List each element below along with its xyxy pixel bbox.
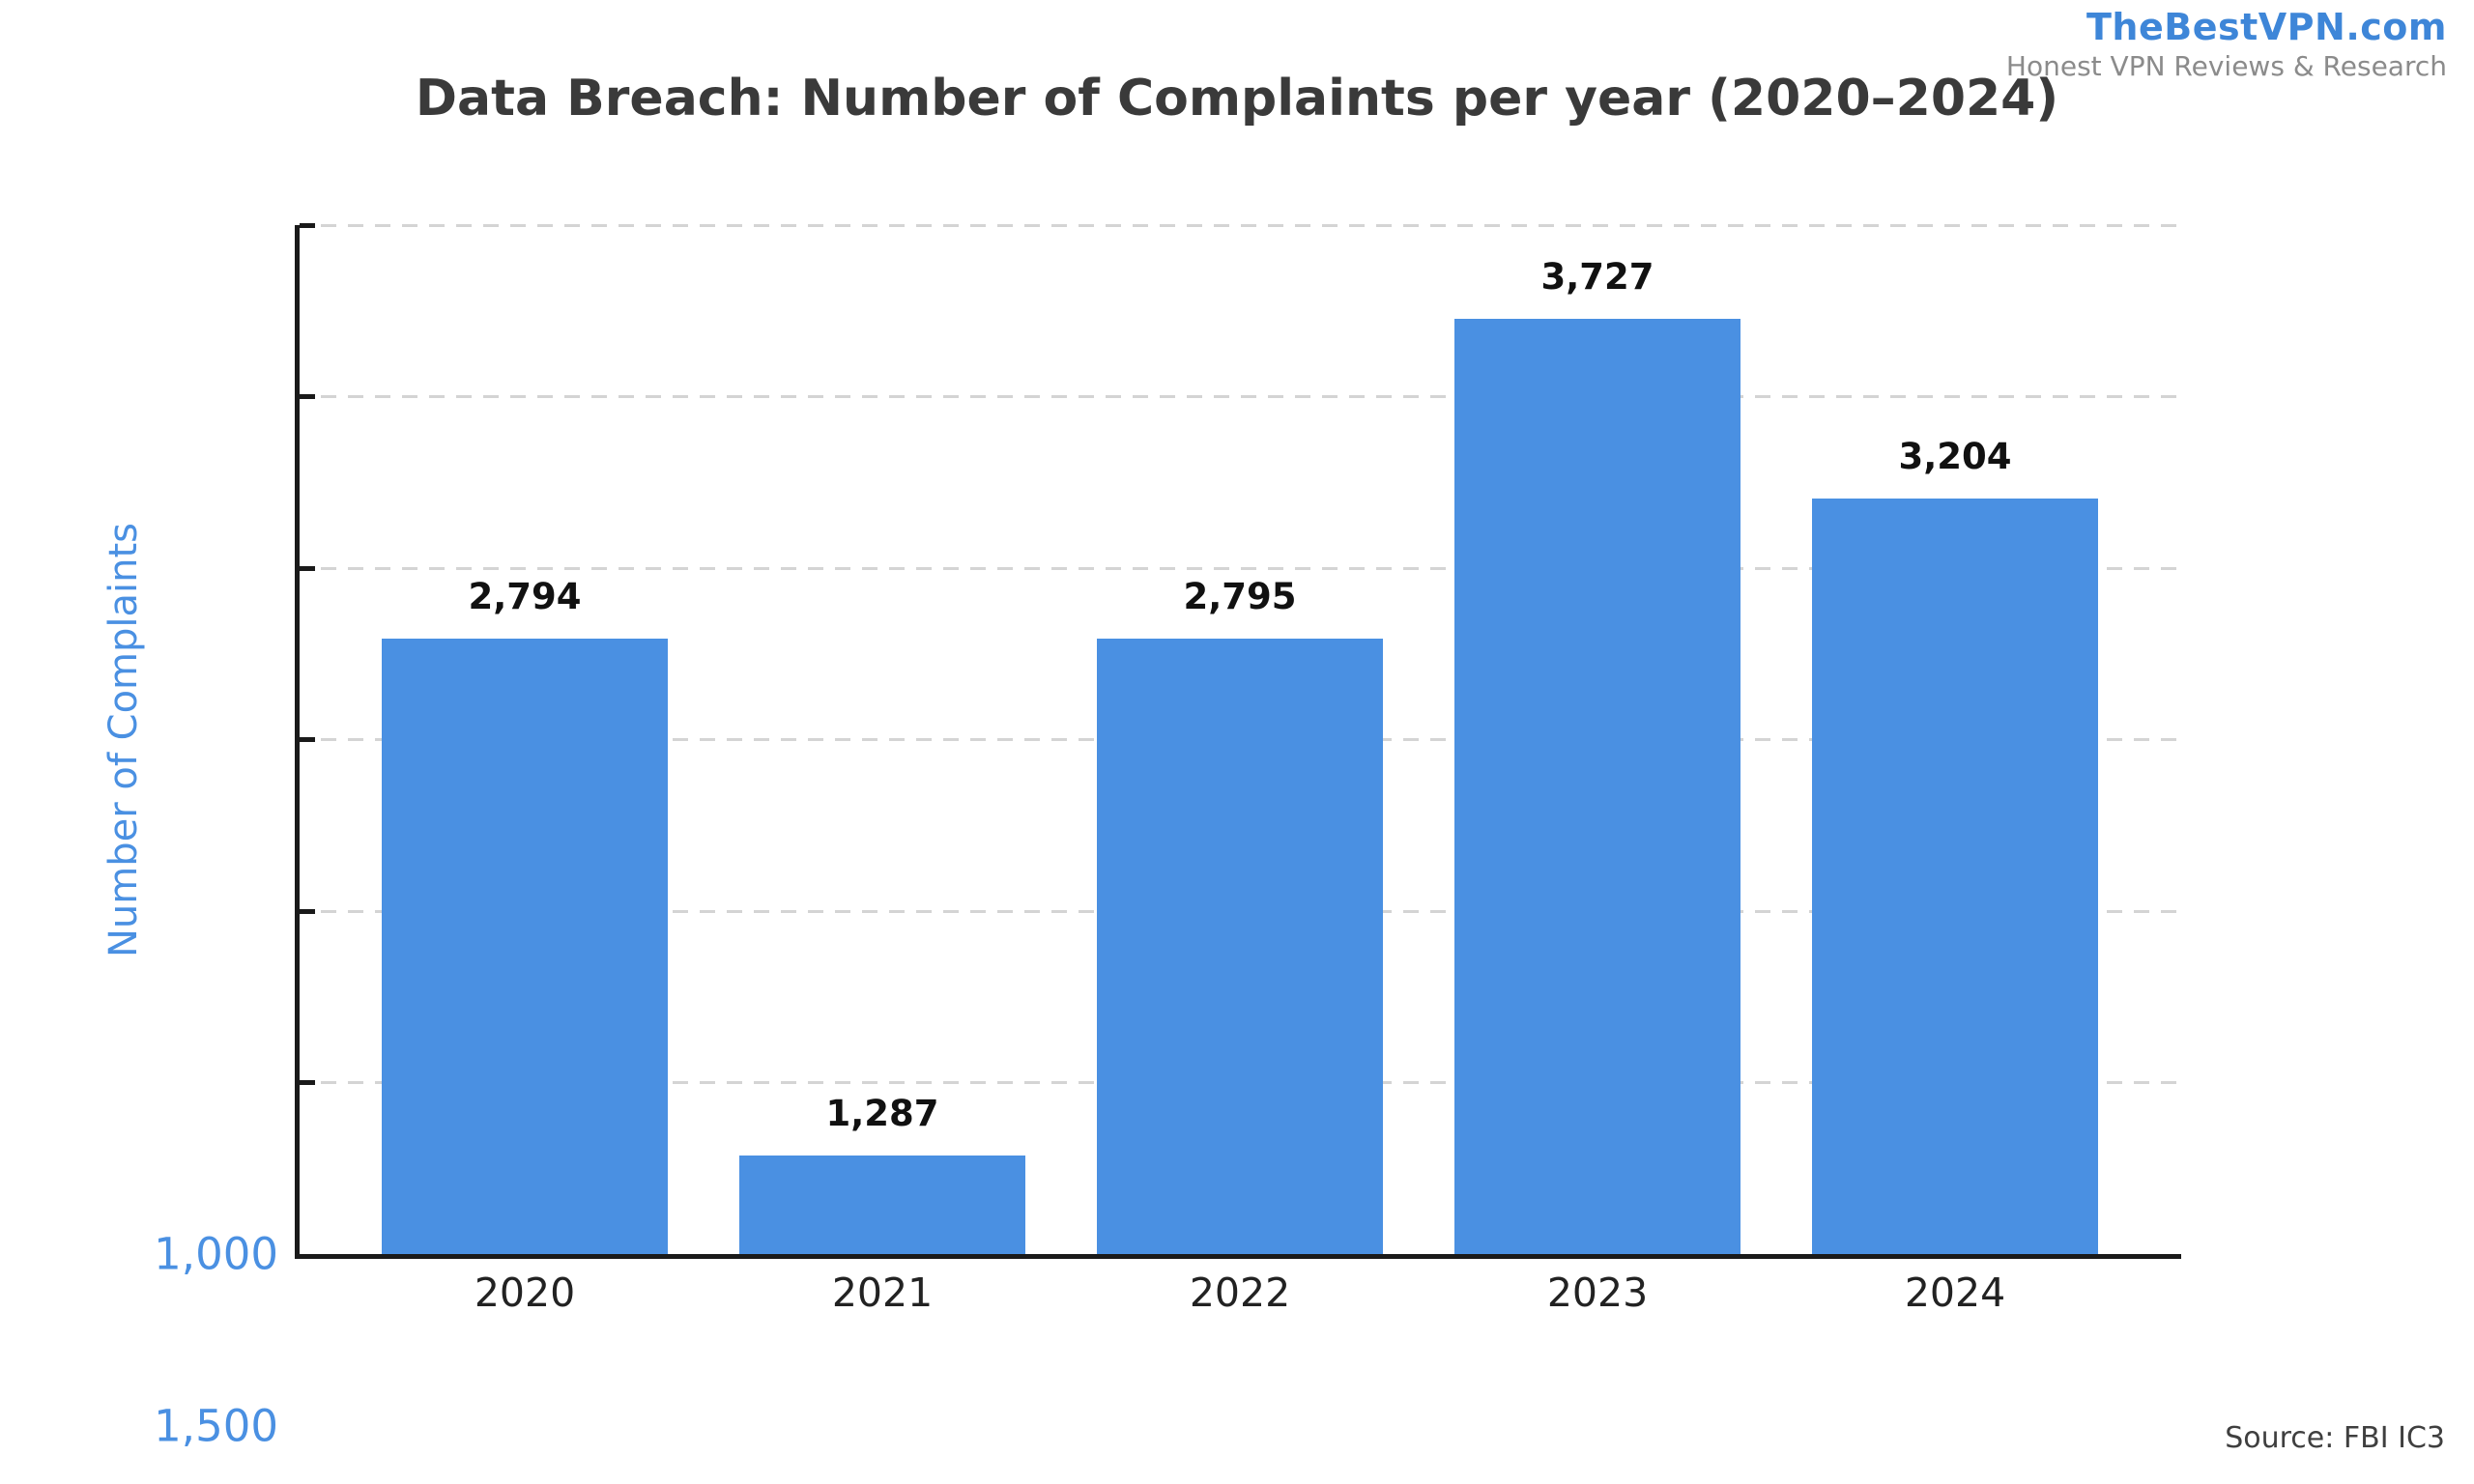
y-tick-mark (300, 1080, 315, 1085)
bar-2024 (1812, 498, 2098, 1254)
bar-2021 (739, 1156, 1025, 1254)
y-axis-label: Number of Complaints (101, 522, 146, 958)
x-tick-label-2022: 2022 (1189, 1270, 1291, 1316)
y-tick-mark (300, 222, 315, 228)
gridline-4,000 (321, 223, 2181, 227)
bar-2020 (382, 639, 668, 1254)
bar-value-label-2020: 2,794 (468, 576, 582, 618)
x-tick-label-2023: 2023 (1546, 1270, 1649, 1316)
y-tick-label: 1,500 (154, 1400, 278, 1451)
source-note: Source: FBI IC3 (2225, 1421, 2445, 1455)
gridline-3,500 (321, 395, 2181, 398)
y-tick-mark (300, 737, 315, 742)
y-tick-label: 1,000 (154, 1228, 278, 1280)
brand-logo-text: TheBestVPN.com (2086, 6, 2447, 48)
bar-2022 (1097, 638, 1383, 1254)
gridline-3,000 (321, 566, 2181, 570)
brand-tagline: Honest VPN Reviews & Research (2005, 49, 2447, 82)
brand-block: TheBestVPN.com Honest VPN Reviews & Rese… (2005, 6, 2447, 82)
y-tick-mark (300, 908, 315, 914)
bar-value-label-2021: 1,287 (825, 1093, 939, 1135)
chart-title: Data Breach: Number of Complaints per ye… (415, 70, 2059, 128)
y-tick-mark (300, 565, 315, 571)
bar-value-label-2024: 3,204 (1898, 435, 2012, 477)
y-tick-mark (300, 394, 315, 399)
bar-2023 (1454, 318, 1740, 1254)
plot-area: 1,0001,5002,0002,5003,0003,5004,0002,794… (154, 222, 2181, 1451)
bar-value-label-2022: 2,795 (1183, 575, 1297, 617)
bar-value-label-2023: 3,727 (1540, 255, 1654, 298)
x-tick-label-2021: 2021 (831, 1270, 934, 1316)
x-tick-label-2024: 2024 (1904, 1270, 2006, 1316)
x-tick-label-2020: 2020 (474, 1270, 576, 1316)
